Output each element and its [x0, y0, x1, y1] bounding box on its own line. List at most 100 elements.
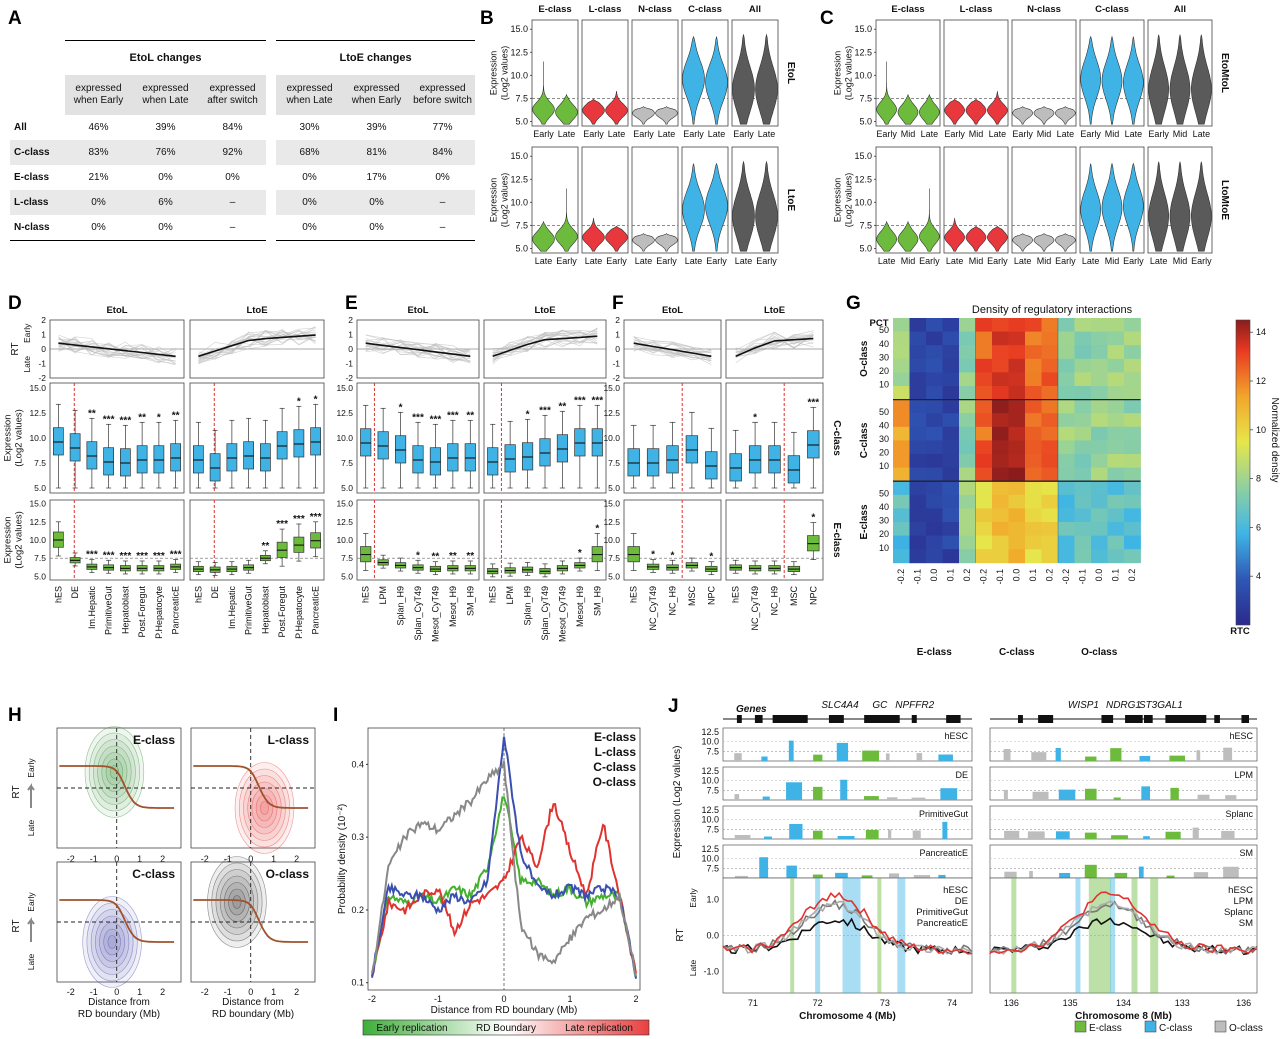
- table-cell: 0%: [276, 190, 344, 215]
- panel-e: EtoL**** *** *** *** ** ** **hES LPM Splan_H9 Spl…: [336, 305, 607, 642]
- heatmap-cell: [1074, 413, 1092, 428]
- rt-line-label: DE: [955, 896, 968, 907]
- x-tick-label: Early: [944, 129, 965, 139]
- facet-title: All: [1174, 4, 1186, 15]
- heatmap-cell: [975, 467, 993, 482]
- expression-bar: [864, 796, 879, 800]
- x-tick-label: Early: [656, 256, 677, 266]
- heatmap-cell: [1025, 358, 1042, 373]
- heatmap-cell: [975, 318, 993, 332]
- y-axis-label: Expression: [833, 51, 843, 96]
- heatmap-cell: [909, 372, 927, 387]
- expression-bar: [789, 823, 803, 839]
- colorbar: [1235, 319, 1251, 626]
- heatmap-cell: [1008, 508, 1026, 523]
- expression-bar: [734, 875, 748, 878]
- facet-title: EtoL: [106, 305, 127, 316]
- heatmap-cell: [1025, 467, 1042, 482]
- violin-shape: [632, 106, 655, 125]
- expression-bar: [734, 794, 740, 800]
- heatmap-cell: [975, 399, 993, 414]
- rt-line: [989, 891, 1258, 955]
- x-tick-label: 72: [813, 998, 823, 1008]
- y-tick-label: 7.5: [608, 553, 620, 563]
- heatmap-cell: [909, 494, 927, 509]
- heatmap-cell: [992, 426, 1009, 441]
- x-tick-label: Late: [535, 256, 553, 266]
- table-cell: 76%: [132, 140, 199, 165]
- heatmap-cell: [975, 440, 993, 455]
- significance-label: *: [709, 552, 713, 563]
- heatmap-cell: [942, 426, 960, 441]
- class-label: L-class: [268, 733, 310, 747]
- y-tick-label: 2: [348, 315, 353, 325]
- col-header: expressed when Early: [65, 75, 132, 115]
- class-highlight-band: [897, 878, 906, 993]
- heatmap-cell: [926, 318, 943, 332]
- heatmap-cell: [975, 522, 993, 536]
- rt-trace: [58, 344, 176, 359]
- heatmap-cell: [1025, 399, 1042, 414]
- gene-body: [1185, 715, 1207, 723]
- y-tick-label: 7.5: [859, 220, 872, 230]
- x-axis-label: Distance from: [88, 997, 150, 1008]
- heatmap-cell: [926, 358, 943, 373]
- expression-bar: [761, 756, 768, 761]
- x-tick-label: 0: [114, 854, 119, 864]
- density-contour: [251, 788, 278, 828]
- rt-trace: [365, 341, 471, 364]
- significance-label: *: [399, 402, 403, 413]
- gene-body: [736, 715, 742, 723]
- box-body: [591, 428, 603, 457]
- row-label: LtoMtoE: [1219, 180, 1230, 220]
- heatmap-cell: [942, 413, 960, 428]
- x-tick-label: Late: [1193, 129, 1211, 139]
- violin-shape: [1148, 161, 1170, 252]
- heatmap-cell: [975, 331, 993, 346]
- rt-trace: [198, 331, 316, 358]
- table-cell: –: [199, 215, 267, 241]
- expression-bar: [836, 742, 849, 761]
- significance-label: **: [466, 551, 474, 562]
- y-tick-label: 15.0: [603, 383, 620, 393]
- violin-shape: [965, 98, 987, 125]
- heatmap-cell: [926, 508, 943, 523]
- heatmap-cell: [893, 508, 910, 523]
- track-sample-label: PancreaticE: [919, 848, 968, 858]
- replication-bar: [362, 1019, 650, 1036]
- violin-shape: [944, 98, 966, 125]
- y-tick-label: 0.0: [706, 931, 719, 941]
- heatmap-cell: [1008, 535, 1026, 550]
- heatmap-cell: [1074, 426, 1092, 441]
- violin-shape: [705, 36, 728, 125]
- y-tick-label: 5.0: [341, 483, 353, 493]
- box-body: [276, 431, 288, 460]
- x-axis-label: RD boundary (Mb): [212, 1009, 294, 1020]
- violin-shape: [582, 98, 605, 125]
- legend-entry: C-class: [593, 760, 636, 774]
- heatmap-cell: [992, 331, 1009, 346]
- density-contour: [255, 794, 274, 822]
- heatmap-cell: [1025, 372, 1042, 387]
- table-cell: 0%: [132, 215, 199, 241]
- density-contour: [95, 915, 130, 969]
- table-cell: 0%: [225, 172, 240, 183]
- y-tick-label: 7.5: [859, 93, 872, 103]
- x-tick-label: Late: [989, 129, 1007, 139]
- heatmap-cell: [893, 413, 910, 428]
- expression-bar: [1169, 755, 1185, 761]
- heatmap-cell: [1124, 522, 1141, 536]
- heatmap-cell: [1091, 440, 1108, 455]
- heatmap-cell: [1008, 440, 1026, 455]
- heatmap-cell: [942, 481, 960, 496]
- col-group-label: E-class: [917, 647, 952, 658]
- gene-body: [1214, 715, 1220, 723]
- col-tick-label: -0.2: [979, 569, 989, 585]
- expression-bar: [889, 873, 900, 878]
- heatmap-cell: [1074, 535, 1092, 550]
- x-tick-label: Early: [1191, 256, 1212, 266]
- heatmap-cell: [1058, 372, 1075, 387]
- heatmap-cell: [1008, 372, 1026, 387]
- expression-bar: [1059, 872, 1071, 878]
